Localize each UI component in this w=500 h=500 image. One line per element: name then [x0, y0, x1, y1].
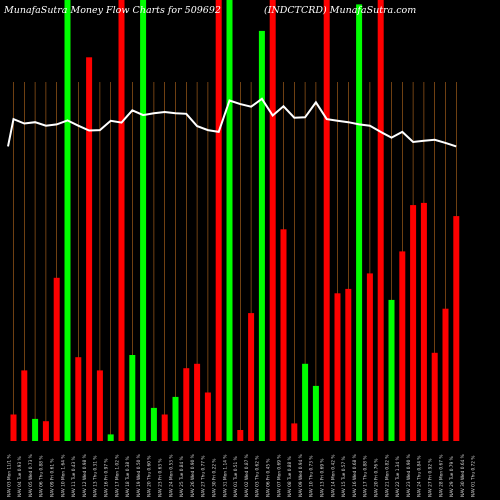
x-tick-label: NAV 18 Tue 0.38 % [125, 456, 131, 497]
x-tick-label: NAV 20 Thu 0.60 % [147, 456, 153, 497]
x-tick-label: NAV 06 Thu 0.88 % [39, 456, 45, 497]
money-flow-bar [388, 299, 395, 441]
x-tick-label: NAV 12 Wed 0.98 % [82, 454, 88, 497]
money-flow-bar [86, 57, 93, 442]
x-tick-label: NAV 15 Tue 0.57 % [341, 456, 347, 497]
money-flow-bar [107, 434, 114, 441]
money-flow-bar [431, 352, 438, 441]
x-tick-label: NAV 27 Thu 0.77 % [201, 456, 207, 497]
x-tick-label: NAV 05 Wed 0.73 % [28, 454, 34, 497]
money-flow-bar [150, 407, 157, 441]
x-tick-label: NAV 01 Thu 0.72 % [471, 456, 477, 497]
x-tick-label: NAV 03 Thu 0.62 % [255, 456, 261, 497]
money-flow-bar [420, 202, 427, 441]
money-flow-bar [64, 0, 71, 441]
x-tick-label: NAV 17 Thu 0.88 % [363, 456, 369, 497]
money-flow-bar [75, 357, 82, 441]
x-tick-label: NAV 13 Fri 0.69 % [319, 458, 325, 497]
chart-title-left: MunafaSutra Money Flow Charts for 509692 [3, 5, 221, 16]
money-flow-bar [21, 370, 28, 441]
money-flow-bar [258, 30, 265, 442]
money-flow-bar [53, 277, 60, 441]
money-flow-bar [96, 370, 103, 441]
money-flow-bar [248, 313, 255, 441]
money-flow-bar [129, 355, 136, 441]
money-flow-bar [183, 368, 190, 441]
x-tick-label: NAV 01 Tue 0.51 % [233, 456, 239, 497]
money-flow-bar [161, 414, 168, 441]
x-tick-label: NAV 28 Mon 0.67 % [438, 455, 444, 497]
x-tick-label: NAV 24 Thu 0.84 % [417, 456, 423, 497]
x-tick-label: NAV 21 Mon 0.82 % [384, 455, 390, 497]
money-flow-bar [172, 396, 179, 441]
money-flow-bar [323, 0, 330, 441]
money-flow-bar [237, 430, 244, 441]
x-tick-label: NAV 17 Mon 1.02 % [114, 455, 120, 497]
money-flow-bar [291, 423, 298, 441]
money-flow-bar [345, 288, 352, 441]
x-tick-label: NAV 30 Fri 0.22 % [211, 458, 217, 497]
money-flow-bar [42, 421, 49, 441]
money-flow-bar [204, 392, 211, 441]
x-tick-label: NAV 09 Fri 0.61 % [49, 458, 55, 497]
x-tick-label: NAV 13 Thu 0.31 % [93, 456, 99, 497]
money-flow-bar [10, 414, 17, 441]
money-flow-bar [334, 293, 341, 441]
x-tick-label: NAV 11 Tue 0.43 % [71, 456, 77, 497]
money-flow-bar [140, 0, 147, 441]
money-flow-bar [302, 363, 309, 441]
x-tick-label: NAV 14 Mon 0.42 % [330, 455, 336, 497]
money-flow-bar [399, 251, 406, 441]
money-flow-bar [410, 205, 417, 441]
x-tick-label: NAV 06 Fri 0.45 % [265, 458, 271, 497]
money-flow-bar [215, 0, 222, 441]
x-tick-label: NAV 16 Fri 0.97 % [103, 458, 109, 497]
x-tick-label: NAV 08 Tue 0.88 % [287, 456, 293, 497]
x-tick-label: NAV 27 Fri 0.92 % [427, 458, 433, 497]
x-tick-label: NAV 16 Wed 0.68 % [352, 454, 358, 497]
x-axis-tick-labels: NAV 03 Mon 11/1 % NAV 04 Tue 0.93 % NAV 05… [6, 454, 476, 497]
money-flow-bar [226, 0, 233, 441]
money-flow-bar [32, 418, 39, 441]
x-tick-label: NAV 22 Tue 1.34 % [395, 456, 401, 497]
x-tick-label: NAV 10 Thu 0.73 % [309, 456, 315, 497]
money-flow-bar [366, 273, 373, 441]
money-flow-bar [356, 4, 363, 442]
money-flow-bar [312, 385, 319, 441]
x-tick-label: NAV 09 Wed 0.94 % [298, 454, 304, 497]
x-tick-label: NAV 02 Wed 0.87 % [244, 454, 250, 497]
x-tick-label: NAV 04 Tue 0.93 % [17, 456, 23, 497]
money-flow-bar [442, 308, 449, 441]
x-tick-label: NAV 23 Fri 0.63 % [157, 458, 163, 497]
x-tick-label: NAV 20 Fri 0.76 % [373, 458, 379, 497]
money-flow-bars [10, 0, 460, 442]
x-tick-label: NAV 29 Tue 0.79 % [449, 456, 455, 497]
money-flow-bar [269, 0, 276, 441]
x-tick-label: NAV 23 Wed 0.90 % [406, 454, 412, 497]
money-flow-line [7, 97, 457, 148]
money-flow-bar [377, 0, 384, 441]
money-flow-bar [194, 363, 201, 441]
x-tick-label: NAV 07 Mon 0.69 % [276, 455, 282, 497]
x-tick-label: NAV 25 Tue 0.84 % [179, 456, 185, 497]
x-tick-label: NAV 26 Wed 0.90 % [190, 454, 196, 497]
x-tick-label: NAV 31 Mon 1.14 % [222, 455, 228, 497]
x-tick-label: NAV 30 Wed 0.64 % [460, 454, 466, 497]
x-tick-label: NAV 19 Wed 0.50 % [136, 454, 142, 497]
money-flow-bar [280, 229, 287, 441]
x-tick-label: NAV 10 Mon 1.64 % [60, 455, 66, 497]
x-tick-label: NAV 03 Mon 11/1 % [6, 454, 12, 497]
x-tick-label: NAV 24 Mon 0.53 % [168, 455, 174, 497]
money-flow-bar [118, 0, 125, 441]
chart-title-right: (INDCTCRD) MunafaSutra.com [264, 5, 416, 16]
money-flow-bar [453, 216, 460, 441]
